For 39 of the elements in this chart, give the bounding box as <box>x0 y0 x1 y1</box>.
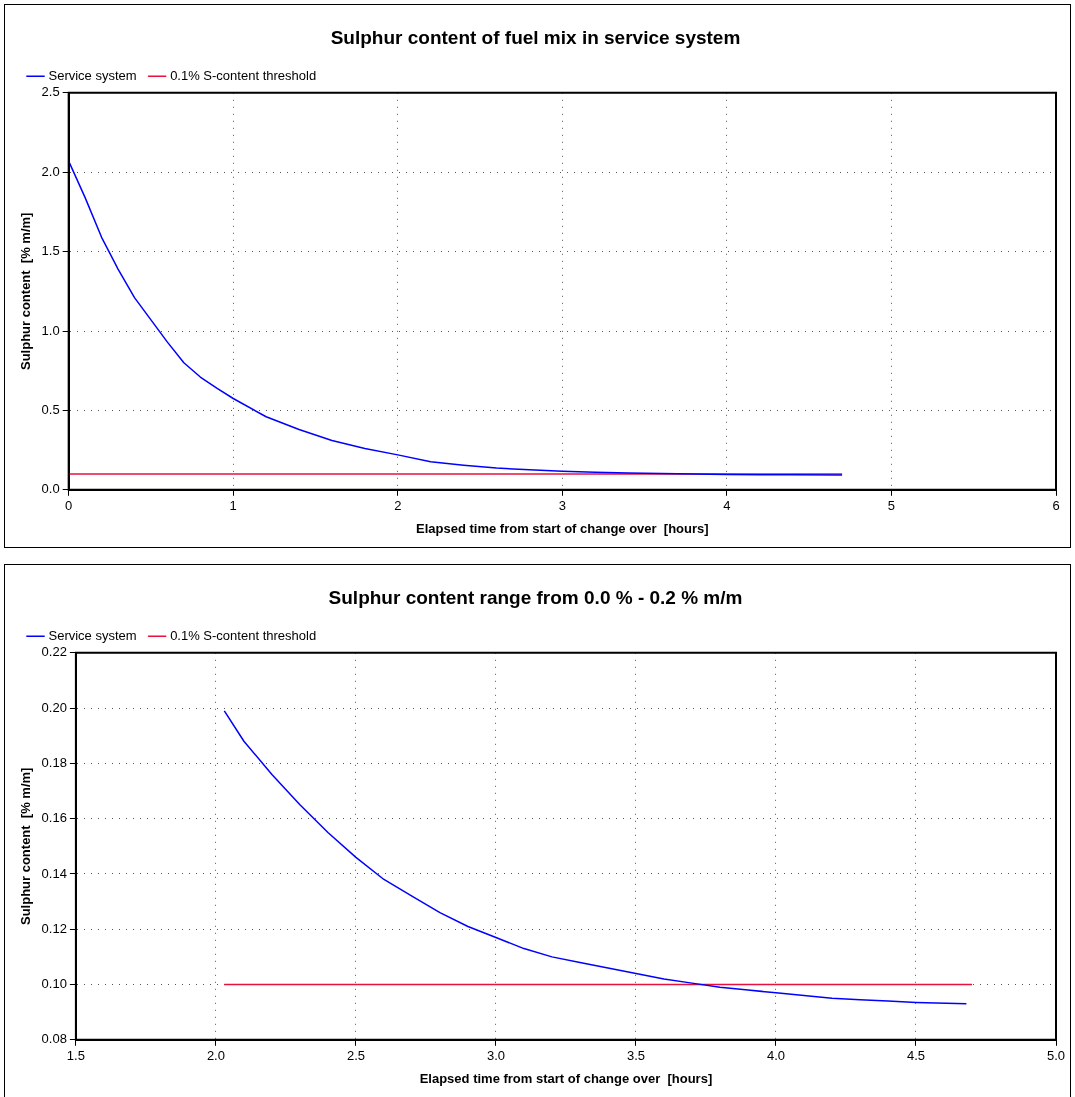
x-tick-label: 5.0 <box>1046 1048 1066 1064</box>
legend-label: Service system <box>48 627 137 643</box>
x-tick-label: 1.5 <box>66 1048 85 1064</box>
legend-label: 0.1% S-content threshold <box>170 67 317 83</box>
legend-label: Service system <box>48 67 137 83</box>
x-tick-label: 5 <box>887 498 896 514</box>
y-axis-title: Sulphur content [% m/m] <box>18 767 34 926</box>
x-tick-label: 3 <box>558 498 566 514</box>
x-tick-label: 4.5 <box>906 1048 926 1064</box>
y-tick-label: 1.5 <box>41 243 60 259</box>
x-tick-label: 2 <box>394 498 402 514</box>
y-tick-label: 0.22 <box>41 644 67 660</box>
x-tick-label: 4.0 <box>766 1048 786 1064</box>
x-tick-label: 3.5 <box>626 1048 645 1064</box>
x-axis-title: Elapsed time from start of change over [hours] <box>416 520 709 536</box>
x-tick-label: 2.5 <box>346 1048 365 1064</box>
y-tick-label: 0.08 <box>41 1031 67 1047</box>
y-tick-label: 0.14 <box>41 865 67 881</box>
x-axis-title: Elapsed time from start of change over [hours] <box>419 1070 713 1086</box>
y-axis-title: Sulphur content [% m/m] <box>18 212 34 371</box>
x-tick-label: 3.0 <box>486 1048 505 1064</box>
y-tick-label: 0.12 <box>41 920 67 936</box>
y-tick-label: 2.0 <box>41 163 60 179</box>
x-tick-label: 2.0 <box>206 1048 225 1064</box>
y-tick-label: 0.20 <box>41 699 67 715</box>
y-tick-label: 1.0 <box>41 322 60 338</box>
y-tick-label: 0.18 <box>41 754 67 770</box>
legend-label: 0.1% S-content threshold <box>170 627 317 643</box>
y-tick-label: 0.5 <box>41 401 60 417</box>
chart-title: Sulphur content of fuel mix in service system <box>330 26 741 48</box>
x-tick-label: 6 <box>1052 498 1060 514</box>
chart-title: Sulphur content range from 0.0 % - 0.2 % m/m <box>328 586 743 608</box>
y-tick-label: 0.10 <box>41 976 67 992</box>
x-tick-label: 1 <box>229 498 237 514</box>
y-tick-label: 0.16 <box>41 810 67 826</box>
x-tick-label: 4 <box>723 498 731 514</box>
x-tick-label: 0 <box>65 498 73 514</box>
y-tick-label: 2.5 <box>41 84 60 100</box>
y-tick-label: 0.0 <box>41 481 60 497</box>
